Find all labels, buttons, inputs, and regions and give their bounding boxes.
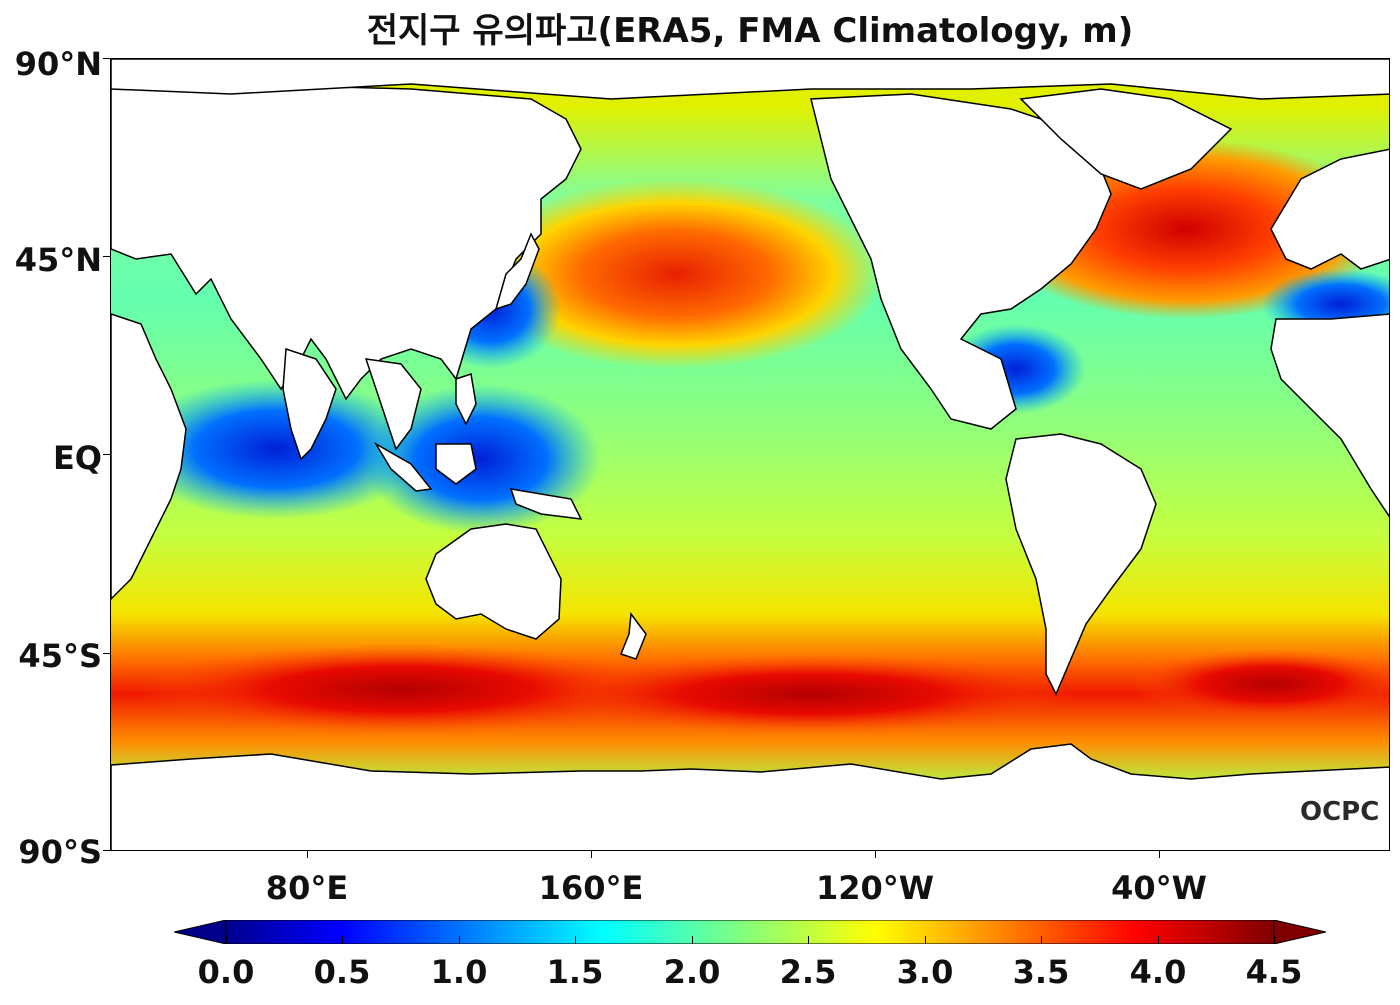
cbar-label-0: 0.0 bbox=[197, 953, 255, 991]
map-frame bbox=[110, 58, 1390, 851]
indian-ocean-north-calm bbox=[126, 379, 426, 519]
tick-lon-160e bbox=[591, 851, 592, 858]
southern-ocean-max-c bbox=[1131, 649, 1389, 719]
cbar-label-5: 2.5 bbox=[779, 953, 837, 991]
cbar-tick-5 bbox=[808, 936, 809, 944]
cbar-tick-4 bbox=[692, 936, 693, 944]
southern-ocean-max-b bbox=[551, 654, 1071, 734]
cbar-tick-3 bbox=[575, 936, 576, 944]
antarctica-land bbox=[111, 743, 1389, 850]
lon-label-80e: 80°E bbox=[265, 869, 349, 907]
india-land bbox=[282, 347, 337, 461]
sumatra bbox=[373, 441, 433, 492]
indochina-land bbox=[364, 358, 422, 451]
cbar-label-7: 3.5 bbox=[1012, 953, 1070, 991]
asia-land bbox=[111, 78, 582, 401]
cbar-tick-7 bbox=[1041, 936, 1042, 944]
arctic-land bbox=[111, 59, 1389, 100]
tick-lat-45n bbox=[103, 256, 110, 257]
cbar-tick-6 bbox=[925, 936, 926, 944]
colorbar-gradient bbox=[225, 920, 1275, 944]
lat-label-45s: 45°S bbox=[18, 637, 102, 675]
new-guinea bbox=[509, 488, 583, 520]
lat-label-45n: 45°N bbox=[14, 241, 102, 279]
cbar-label-2: 1.0 bbox=[430, 953, 488, 991]
tick-lat-45s bbox=[103, 653, 110, 654]
africa-land bbox=[111, 313, 187, 601]
cbar-tick-1 bbox=[342, 936, 343, 944]
colorbar-extend-low bbox=[174, 920, 227, 944]
tick-lon-40w bbox=[1159, 851, 1160, 858]
australia-land bbox=[425, 523, 562, 640]
cbar-label-8: 4.0 bbox=[1129, 953, 1187, 991]
tick-lat-90n bbox=[103, 58, 110, 59]
tick-lat-eq bbox=[103, 454, 110, 455]
cbar-tick-8 bbox=[1158, 936, 1159, 944]
cbar-tick-9 bbox=[1274, 936, 1275, 944]
lon-label-160e: 160°E bbox=[538, 869, 644, 907]
europe-land bbox=[1270, 148, 1389, 270]
wave-height-map bbox=[111, 59, 1389, 850]
lon-label-40w: 40°W bbox=[1111, 869, 1207, 907]
southern-ocean-max-a bbox=[141, 644, 661, 734]
africa-west-land bbox=[1270, 313, 1389, 518]
ocpc-logo: OCPC bbox=[1300, 797, 1380, 827]
lat-label-90s: 90°S bbox=[18, 833, 102, 871]
new-zealand bbox=[620, 612, 647, 660]
colorbar-extend-high bbox=[1273, 920, 1326, 944]
lat-label-eq: EQ bbox=[52, 439, 102, 477]
lat-label-90n: 90°N bbox=[14, 45, 102, 83]
cbar-label-9: 4.5 bbox=[1245, 953, 1303, 991]
cbar-label-3: 1.5 bbox=[546, 953, 604, 991]
cbar-label-4: 2.0 bbox=[663, 953, 721, 991]
colorbar bbox=[174, 920, 1326, 944]
land-masses bbox=[111, 59, 1389, 850]
philippines bbox=[455, 373, 477, 426]
tick-lon-80e bbox=[307, 851, 308, 858]
lon-label-120w: 120°W bbox=[815, 869, 935, 907]
japan bbox=[494, 232, 540, 311]
cbar-tick-0 bbox=[226, 936, 227, 944]
north-pacific-max bbox=[466, 179, 886, 369]
map-title: 전지구 유의파고(ERA5, FMA Climatology, m) bbox=[366, 11, 1134, 51]
tick-lat-90s bbox=[103, 850, 110, 851]
borneo bbox=[435, 443, 477, 485]
greenland bbox=[1019, 88, 1233, 190]
tick-lon-120w bbox=[875, 851, 876, 858]
south-america-land bbox=[1005, 433, 1157, 696]
cbar-tick-2 bbox=[459, 936, 460, 944]
cbar-label-1: 0.5 bbox=[313, 953, 371, 991]
cbar-label-6: 3.0 bbox=[896, 953, 954, 991]
